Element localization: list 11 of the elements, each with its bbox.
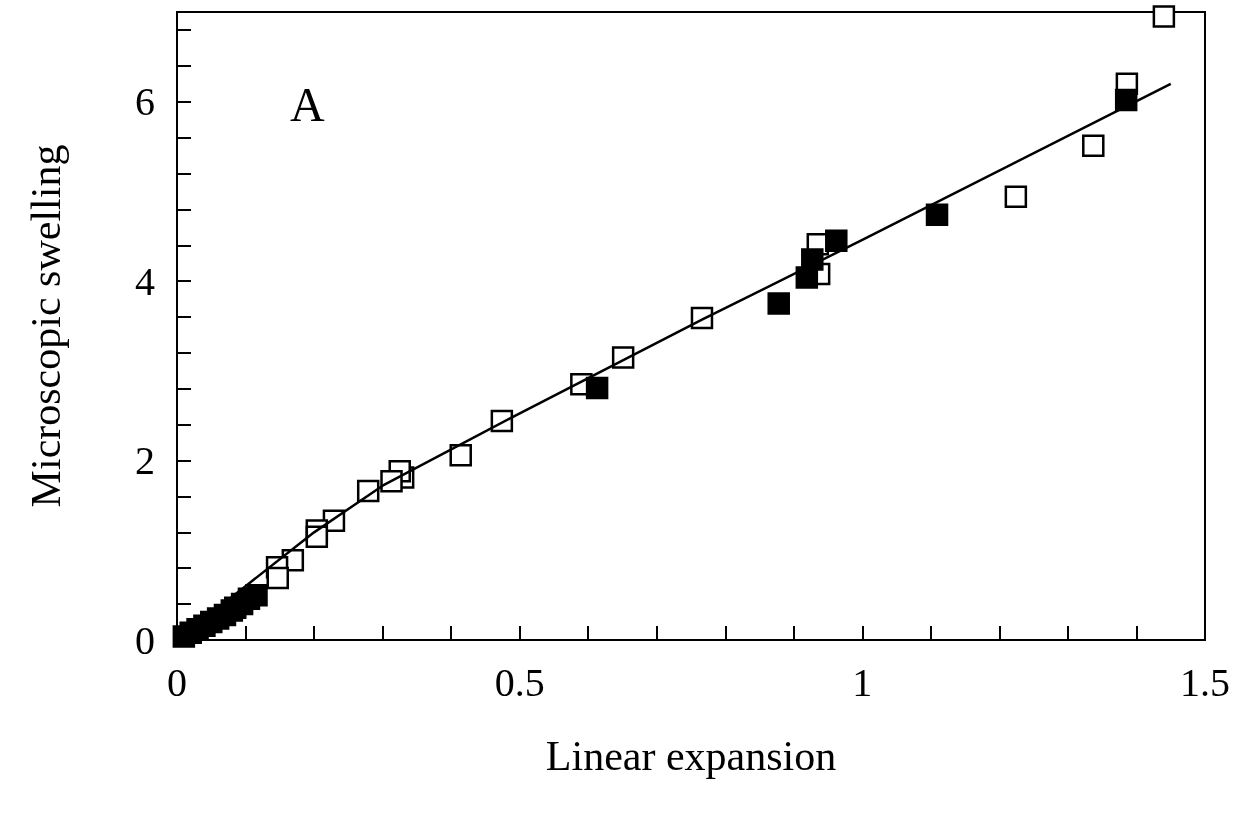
- y-tick-label: 0: [135, 617, 155, 663]
- annotation: A: [290, 77, 325, 131]
- y-tick-label: 2: [135, 438, 155, 484]
- x-tick-label: 1: [852, 659, 873, 705]
- y-tick-label: 6: [135, 79, 155, 125]
- x-axis-title: Linear expansion: [545, 733, 837, 779]
- x-tick-label: 0.5: [494, 659, 545, 705]
- y-tick-label: 4: [135, 258, 155, 304]
- y-axis-title: Microscopic swelling: [23, 144, 69, 508]
- x-tick-label: 0: [167, 659, 187, 705]
- x-tick-label: 1.5: [1180, 659, 1230, 705]
